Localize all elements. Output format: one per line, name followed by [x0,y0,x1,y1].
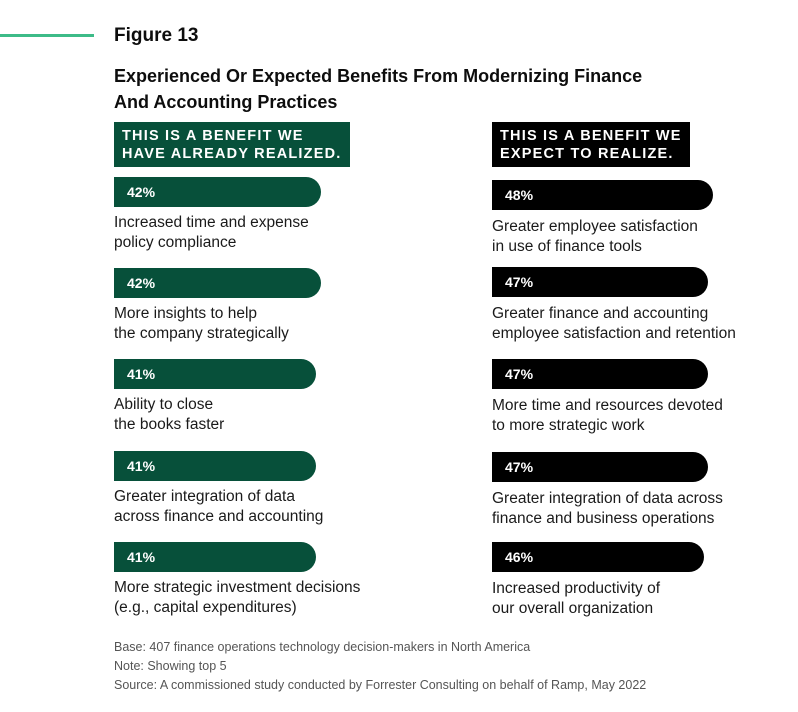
realized-header-line-1: THIS IS A BENEFIT WE [122,128,304,144]
expected-label-3-line-2: to more strategic work [492,417,645,434]
expected-label-1: Greater employee satisfaction in use of f… [492,217,782,257]
realized-label-2: More insights to help the company strateg… [114,304,404,344]
chart-title-line-2: And Accounting Practices [114,92,338,112]
realized-label-5-line-2: (e.g., capital expenditures) [114,599,297,616]
realized-header-line-2: HAVE ALREADY REALIZED. [122,146,342,162]
expected-header-line-2: EXPECT TO REALIZE. [500,146,674,162]
chart-title: Experienced Or Expected Benefits From Mo… [114,63,714,115]
expected-label-2-line-1: Greater finance and accounting [492,305,709,322]
realized-bar-2: 42% [114,268,321,298]
expected-label-3-line-1: More time and resources devoted [492,397,723,414]
expected-label-4: Greater integration of data across financ… [492,489,782,529]
expected-label-5-line-2: our overall organization [492,600,654,617]
expected-label-2: Greater finance and accounting employee s… [492,304,782,344]
realized-label-3-line-2: the books faster [114,416,225,433]
expected-label-5-line-1: Increased productivity of [492,580,661,597]
accent-line [0,34,94,37]
realized-bar-1: 42% [114,177,321,207]
expected-header: THIS IS A BENEFIT WE EXPECT TO REALIZE. [492,122,690,167]
expected-label-5: Increased productivity of our overall org… [492,579,782,619]
footnote-source: Source: A commissioned study conducted b… [114,678,647,692]
expected-bar-4: 47% [492,452,708,482]
realized-bar-3: 41% [114,359,316,389]
expected-label-4-line-2: finance and business operations [492,510,715,527]
realized-label-3: Ability to close the books faster [114,395,404,435]
realized-label-1: Increased time and expense policy complia… [114,213,404,253]
realized-label-5-line-1: More strategic investment decisions [114,579,361,596]
realized-label-2-line-2: the company strategically [114,325,289,342]
realized-label-4: Greater integration of data across financ… [114,487,404,527]
realized-label-1-line-1: Increased time and expense [114,214,309,231]
figure-label: Figure 13 [114,25,199,46]
expected-bar-1: 48% [492,180,713,210]
realized-label-4-line-1: Greater integration of data [114,488,295,505]
realized-bar-5: 41% [114,542,316,572]
realized-label-3-line-1: Ability to close [114,396,214,413]
realized-label-2-line-1: More insights to help [114,305,258,322]
expected-label-3: More time and resources devoted to more s… [492,396,782,436]
expected-header-line-1: THIS IS A BENEFIT WE [500,128,682,144]
expected-label-1-line-2: in use of finance tools [492,238,642,255]
chart-title-line-1: Experienced Or Expected Benefits From Mo… [114,66,643,86]
expected-label-2-line-2: employee satisfaction and retention [492,325,736,342]
realized-label-5: More strategic investment decisions (e.g.… [114,578,404,618]
realized-header: THIS IS A BENEFIT WE HAVE ALREADY REALIZ… [114,122,350,167]
footnote-base: Base: 407 finance operations technology … [114,640,531,654]
realized-label-4-line-2: across finance and accounting [114,508,324,525]
realized-label-1-line-2: policy compliance [114,234,237,251]
expected-bar-5: 46% [492,542,704,572]
expected-bar-3: 47% [492,359,708,389]
realized-bar-4: 41% [114,451,316,481]
footnote-note: Note: Showing top 5 [114,659,227,673]
expected-bar-2: 47% [492,267,708,297]
expected-label-4-line-1: Greater integration of data across [492,490,723,507]
expected-label-1-line-1: Greater employee satisfaction [492,218,698,235]
